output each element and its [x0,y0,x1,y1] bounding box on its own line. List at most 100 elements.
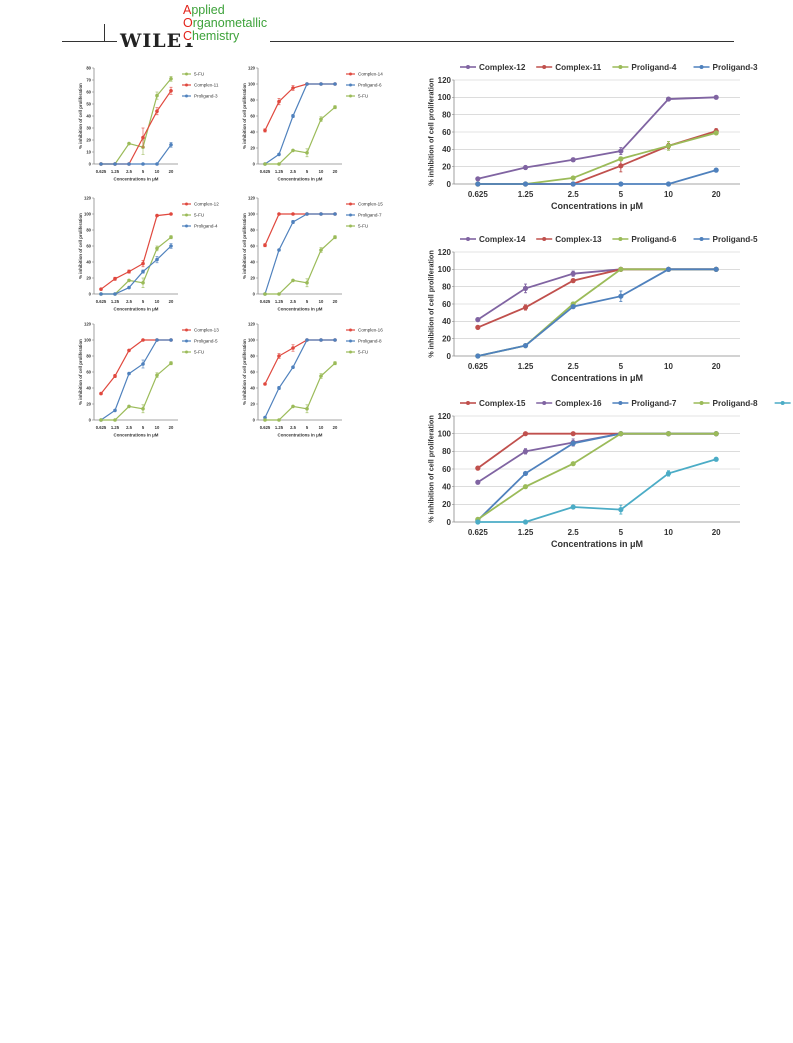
legend-marker [618,401,623,405]
x-tick-label: 2.5 [126,425,132,430]
data-point [305,281,309,285]
y-tick-label: 20 [442,500,451,509]
x-tick-label: 5 [306,425,309,430]
data-point [713,94,719,100]
y-tick-label: 120 [84,195,92,200]
y-tick-label: 80 [250,353,255,358]
data-point [570,181,576,187]
y-tick-label: 60 [86,369,91,374]
y-axis-label: % inhibition of cell proliferation [242,213,247,279]
series-line [477,130,717,185]
y-tick-label: 60 [442,300,451,309]
legend-label: Proligand-8 [713,399,758,408]
x-axis-label: Concentrations in μM [551,539,643,549]
x-axis-label: Concentrations in μM [278,307,323,312]
data-point [113,418,117,422]
data-point [99,287,103,291]
x-tick-label: 1.25 [518,190,534,199]
series-line [477,268,717,329]
data-point [570,175,576,181]
x-tick-label: 0.625 [468,190,489,199]
y-tick-label: 20 [250,401,255,406]
data-point [277,152,281,157]
series-line [264,339,335,385]
y-tick-label: 40 [86,113,91,118]
legend-label: Proligand-6 [631,235,676,244]
x-axis-label: Concentrations in μM [551,201,643,211]
series-line [101,90,172,165]
data-point [291,220,295,224]
y-tick-label: 40 [250,129,255,134]
x-tick-label: 2.5 [568,528,580,537]
data-point [618,507,624,513]
data-point [319,117,323,121]
legend-marker [349,94,352,98]
x-tick-label: 1.25 [111,169,120,174]
series-line [265,106,336,165]
data-point [713,167,719,173]
series-line [100,339,171,421]
x-tick-label: 2.5 [290,425,296,430]
legend-marker [349,83,352,87]
data-point [618,431,624,437]
x-tick-label: 1.25 [275,299,284,304]
y-axis-label: % inhibition of cell proliferation [426,78,435,185]
data-point [475,479,481,485]
x-tick-label: 1.25 [275,169,284,174]
chart-small-1: 0 10 20 30 40 50 60 70 80 0.625 1.25 2.5 5 10 20 Concen… [78,65,219,181]
legend-label: 5-FU [358,94,368,99]
x-axis-label: Concentrations in μM [114,433,159,438]
x-tick-label: 20 [712,528,721,537]
data-point [141,407,145,411]
x-tick-label: 0.625 [260,169,271,174]
x-tick-label: 2.5 [290,169,296,174]
legend-label: Complex-11 [194,83,219,88]
y-tick-label: 20 [250,145,255,150]
data-point [141,135,145,140]
journal-line-1-initial: A [183,3,192,17]
legend-label: Proligand-8 [358,339,382,344]
data-point [127,348,131,353]
data-point [618,148,624,154]
legend-marker [185,72,188,76]
data-point [113,162,117,166]
y-tick-label: 80 [442,447,451,456]
data-point [277,386,281,390]
x-tick-label: 5 [142,169,145,174]
y-tick-label: 60 [250,369,255,374]
y-tick-label: 120 [248,321,256,326]
x-tick-label: 5 [619,190,624,199]
y-tick-label: 20 [442,334,451,343]
x-tick-label: 10 [664,528,673,537]
data-point [291,278,295,283]
series-line [477,96,717,180]
y-tick-label: 120 [438,76,452,85]
y-axis-label: % inhibition of cell proliferation [242,339,247,405]
journal-line-2: Organometallic [183,17,267,30]
data-point [99,391,103,396]
y-tick-label: 80 [86,65,91,70]
legend-label: 5-FU [194,213,204,218]
x-tick-label: 10 [664,190,673,199]
y-tick-label: 100 [438,93,452,102]
data-point [522,181,529,187]
data-point [333,82,337,86]
data-point [333,105,337,109]
legend-marker [349,328,352,332]
series-line [101,245,172,295]
x-tick-label: 0.625 [468,362,489,371]
data-point [713,266,719,272]
x-tick-label: 0.625 [96,425,107,430]
data-point [263,418,267,422]
x-tick-label: 10 [155,425,160,430]
y-tick-label: 0 [447,352,452,361]
legend-label: Complex-14 [479,235,526,244]
legend-marker [185,328,188,332]
data-point [277,99,281,104]
data-point [291,114,295,118]
journal-line-1-rest: pplied [191,3,225,17]
data-point [155,109,159,113]
data-point [319,212,323,216]
data-point [618,181,624,187]
series-line [265,236,336,295]
